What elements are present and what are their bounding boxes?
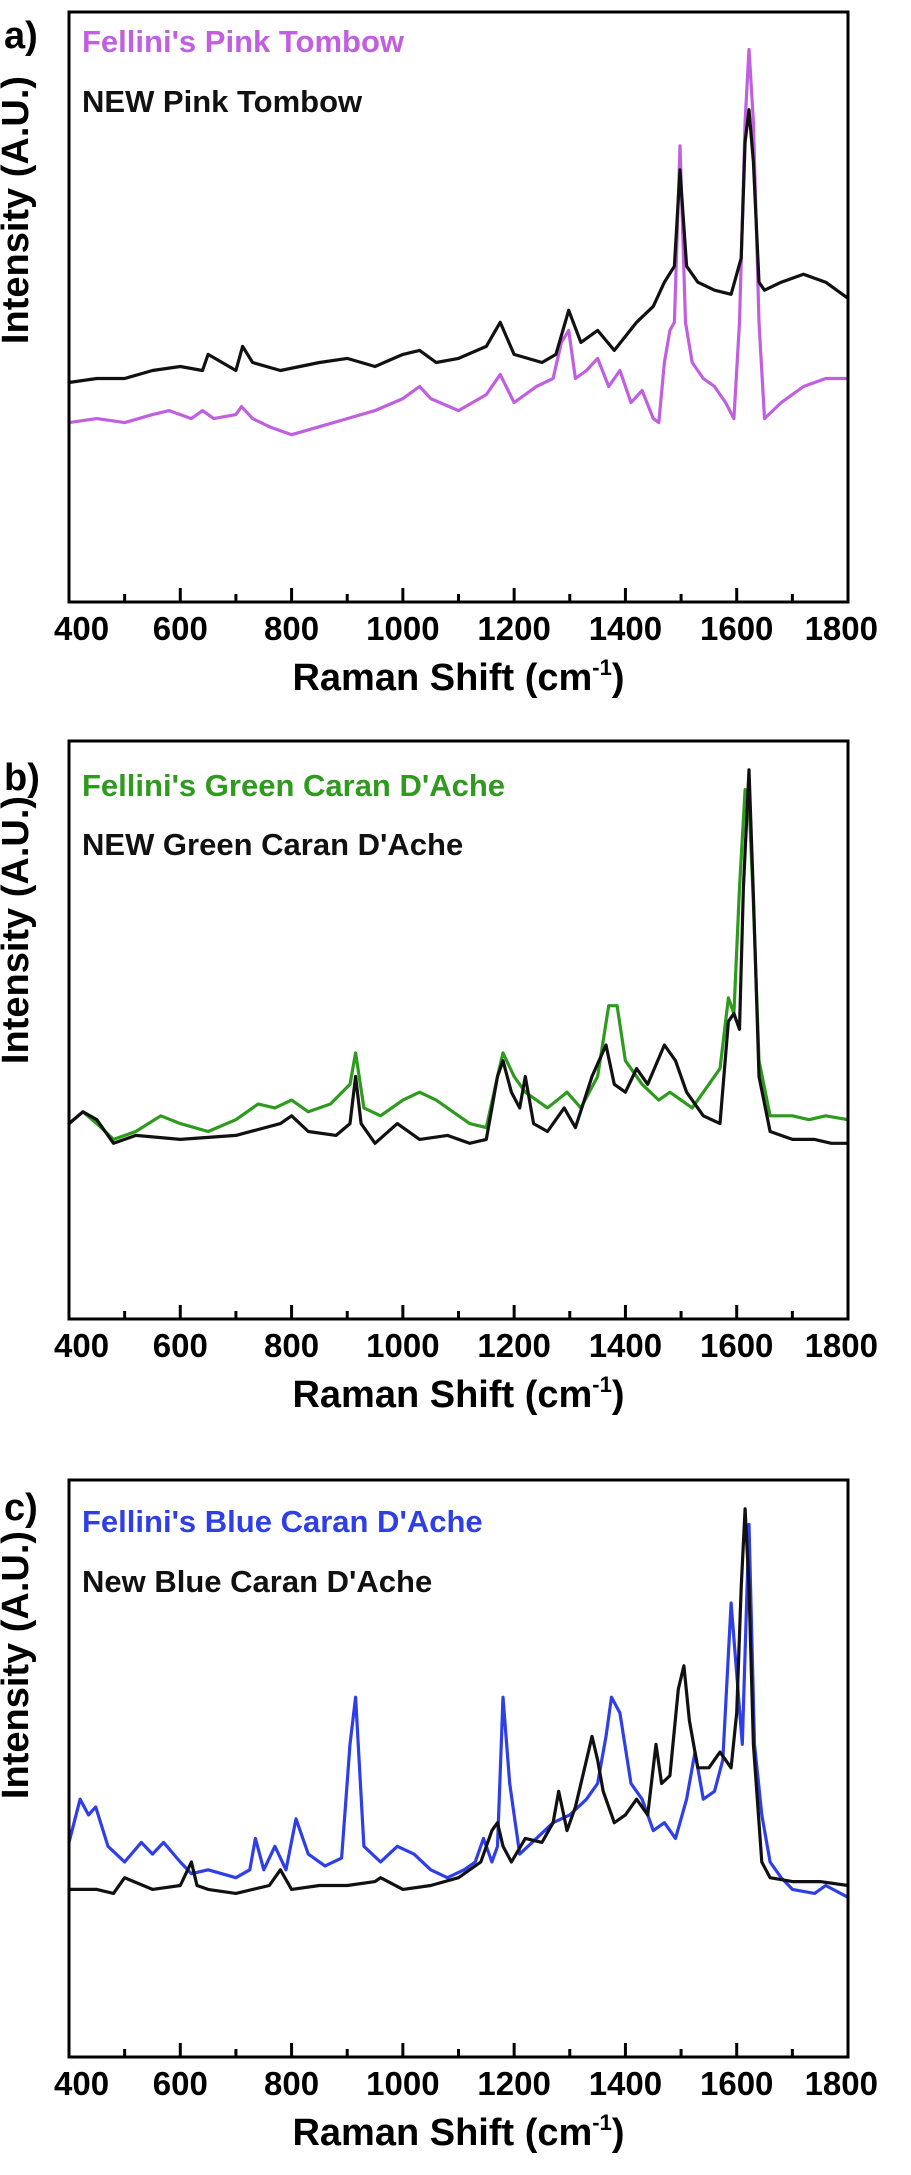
x-tick-label: 600 bbox=[153, 1327, 208, 1364]
x-axis-title: Raman Shift (cm-1) bbox=[292, 1372, 624, 1416]
x-tick-label: 800 bbox=[264, 2065, 319, 2102]
x-tick-label: 1000 bbox=[366, 2065, 439, 2102]
series-line-2-1 bbox=[67, 787, 850, 1142]
x-axis-title: Raman Shift (cm-1) bbox=[292, 655, 624, 699]
legend-entry: Fellini's Green Caran D'Ache bbox=[82, 768, 505, 803]
x-tick-label: 1200 bbox=[477, 1327, 550, 1364]
x-tick-label: 1200 bbox=[477, 2065, 550, 2102]
x-tick-label: 600 bbox=[153, 2065, 208, 2102]
y-axis-title: Intensity (A.U.) bbox=[0, 76, 37, 344]
x-tick-label: 400 bbox=[54, 610, 109, 647]
chart-panel-3: 400 600 800 1000 1200 1400 1600 1800 Raman Shift… bbox=[0, 1478, 878, 2154]
x-tick-label: 800 bbox=[264, 610, 319, 647]
chart-panel-2: 400 600 800 1000 1200 1400 1600 1800 Raman Shift… bbox=[0, 739, 878, 1416]
x-tick-label: 1400 bbox=[589, 610, 662, 647]
series-line-1-1 bbox=[67, 47, 850, 437]
x-tick-label: 1800 bbox=[805, 610, 878, 647]
x-tick-label: 1800 bbox=[805, 2065, 878, 2102]
x-tick-label: 1400 bbox=[589, 1327, 662, 1364]
x-tick-label: 1600 bbox=[700, 610, 773, 647]
series-line-3-2 bbox=[67, 1507, 850, 1896]
series-line-2-2 bbox=[67, 768, 850, 1145]
x-tick-label: 1200 bbox=[477, 610, 550, 647]
series-line-3-1 bbox=[67, 1522, 850, 1899]
x-tick-label: 1000 bbox=[366, 1327, 439, 1364]
legend-entry: NEW Pink Tombow bbox=[82, 84, 363, 119]
chart-panel-1: 400 600 800 1000 1200 1400 1600 1800 Raman Shift… bbox=[0, 10, 878, 699]
series-line-1-2 bbox=[67, 108, 850, 385]
x-tick-label: 400 bbox=[54, 1327, 109, 1364]
x-tick-label: 600 bbox=[153, 610, 208, 647]
x-tick-label: 800 bbox=[264, 1327, 319, 1364]
x-tick-label: 400 bbox=[54, 2065, 109, 2102]
legend-entry: NEW Green Caran D'Ache bbox=[82, 827, 463, 862]
panel-label: a) bbox=[4, 15, 38, 57]
panel-label: b) bbox=[4, 757, 40, 799]
x-tick-label: 1000 bbox=[366, 610, 439, 647]
y-axis-title: Intensity (A.U.) bbox=[0, 796, 37, 1064]
x-axis-title: Raman Shift (cm-1) bbox=[292, 2110, 624, 2154]
x-tick-label: 1600 bbox=[700, 1327, 773, 1364]
y-axis-title: Intensity (A.U.) bbox=[0, 1531, 37, 1799]
x-tick-label: 1800 bbox=[805, 1327, 878, 1364]
x-tick-label: 1400 bbox=[589, 2065, 662, 2102]
legend-entry: Fellini's Pink Tombow bbox=[82, 24, 405, 59]
legend-entry: Fellini's Blue Caran D'Ache bbox=[82, 1504, 483, 1539]
legend-entry: New Blue Caran D'Ache bbox=[82, 1564, 432, 1599]
x-tick-label: 1600 bbox=[700, 2065, 773, 2102]
panel-label: c) bbox=[4, 1487, 38, 1529]
